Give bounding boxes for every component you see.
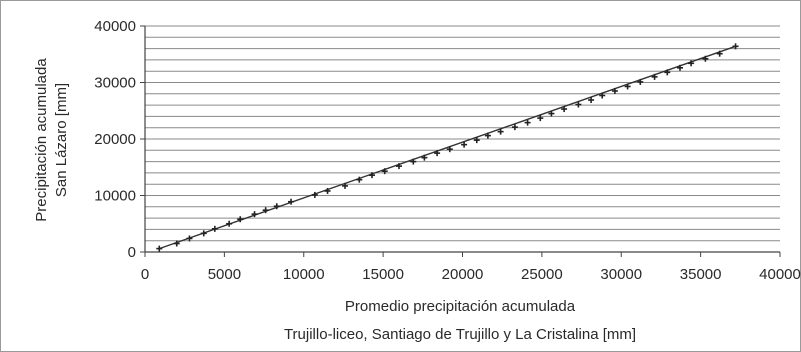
data-point [511, 124, 518, 131]
x-tick-label: 0 [141, 266, 149, 283]
data-point [611, 87, 618, 94]
x-axis-title-line-2: Trujillo-liceo, Santiago de Trujillo y L… [284, 326, 636, 343]
data-point [637, 78, 644, 85]
data-point [688, 60, 695, 67]
x-tick-label: 30000 [600, 266, 642, 283]
data-point [624, 83, 631, 90]
y-tick-label: 30000 [94, 75, 136, 92]
data-point [381, 168, 388, 175]
data-point [702, 55, 709, 62]
y-axis-title-line-1: Precipitación acumulada [33, 58, 50, 222]
x-tick-label: 10000 [283, 266, 325, 283]
data-point [273, 203, 280, 210]
x-tick-label: 35000 [680, 266, 722, 283]
data-point [156, 245, 163, 252]
y-axis-title: Precipitación acumulada San Lázaro [mm] [33, 58, 70, 222]
data-point [342, 182, 349, 189]
data-point [484, 132, 491, 139]
data-point [548, 110, 555, 117]
data-point [561, 106, 568, 113]
y-tick-label: 0 [128, 244, 136, 261]
data-point [497, 128, 504, 135]
x-tick-label: 5000 [208, 266, 241, 283]
data-point [588, 97, 595, 104]
data-point [664, 69, 671, 76]
axes [140, 25, 781, 257]
data-point [434, 150, 441, 157]
data-point [211, 225, 218, 232]
data-point [575, 101, 582, 108]
x-tick-label: 20000 [442, 266, 484, 283]
data-point [200, 230, 207, 237]
data-point [410, 158, 417, 165]
x-tick-label: 25000 [521, 266, 563, 283]
y-tick-label: 10000 [94, 188, 136, 205]
data-point [356, 176, 363, 183]
data-point [537, 115, 544, 122]
data-point [446, 146, 453, 153]
data-point [288, 198, 295, 205]
data-point [262, 207, 269, 214]
x-tick-label: 40000 [759, 266, 801, 283]
data-point [473, 137, 480, 144]
data-point [226, 220, 233, 227]
data-point [396, 163, 402, 170]
y-tick-labels: 0 10000 20000 30000 40000 [94, 18, 136, 261]
data-point [676, 64, 683, 71]
data-point [732, 43, 739, 50]
data-point [461, 141, 468, 148]
data-point [369, 172, 376, 179]
x-tick-label: 15000 [362, 266, 404, 283]
y-tick-label: 20000 [94, 131, 136, 148]
data-point [324, 187, 331, 194]
data-point [651, 73, 658, 80]
data-point [716, 50, 723, 57]
data-point [311, 191, 318, 198]
y-axis-title-line-2: San Lázaro [mm] [53, 83, 70, 197]
data-point [173, 240, 180, 247]
data-point [524, 119, 531, 126]
data-point [251, 211, 258, 218]
data-point [599, 92, 606, 99]
gridlines [145, 25, 780, 242]
data-points [156, 43, 739, 252]
data-point [237, 216, 244, 223]
data-point [421, 154, 428, 161]
y-tick-label: 40000 [94, 18, 136, 35]
x-axis-title-line-1: Promedio precipitación acumulada [345, 298, 576, 315]
x-axis-title: Promedio precipitación acumulada Trujill… [284, 298, 636, 343]
data-point [186, 235, 193, 242]
x-tick-labels: 0 5000 10000 15000 20000 25000 30000 35000 40000 [141, 266, 801, 283]
